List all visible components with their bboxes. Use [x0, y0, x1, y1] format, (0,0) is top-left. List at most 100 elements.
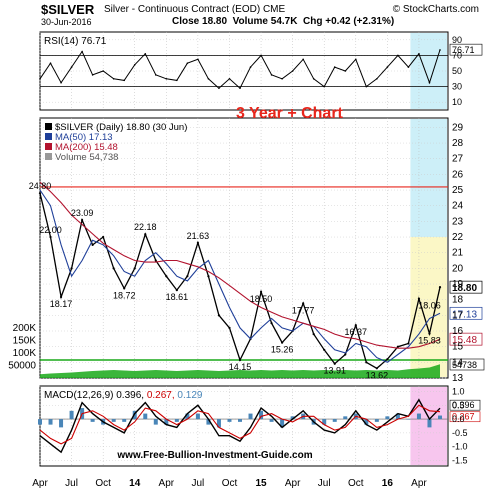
legend-entry: Volume 54,738	[55, 152, 118, 163]
volume-y-tick: 100K	[13, 348, 37, 359]
price-y-tick: 26	[452, 169, 464, 180]
volume-last-label: 54738	[452, 360, 477, 370]
rsi-y-tick: 50	[452, 66, 462, 76]
symbol: $SILVER	[41, 2, 95, 17]
macd-histogram-bar	[174, 419, 179, 422]
macd-histogram-bar	[290, 416, 295, 420]
price-point	[333, 362, 336, 365]
rsi-y-tick: 10	[452, 97, 462, 107]
macd-legend-part: MACD(12,26,9)	[44, 390, 113, 401]
macd-histogram-bar	[280, 419, 285, 428]
price-point	[217, 314, 221, 317]
rsi-point	[81, 50, 83, 53]
macd-histogram-bar	[238, 419, 242, 422]
price-y-tick: 19	[452, 279, 464, 290]
macd-y-tick: -1.5	[452, 455, 468, 465]
rsi-point	[60, 81, 62, 84]
macd-histogram-bar	[406, 419, 411, 420]
price-y-tick: 16	[452, 326, 464, 337]
rsi-last-value: 76.71	[452, 45, 475, 55]
rsi-point	[428, 81, 431, 84]
price-y-tick: 25	[452, 185, 464, 196]
rsi-point	[439, 49, 441, 51]
macd-histogram-bar	[216, 419, 221, 428]
x-tick-label: Apr	[285, 478, 301, 489]
macd-histogram-bar	[332, 419, 337, 422]
macd-histogram-bar	[38, 419, 42, 425]
price-point	[354, 324, 357, 327]
price-annotation: 16.37	[345, 327, 368, 337]
price-last-label: 17.13	[452, 309, 477, 320]
price-y-tick: 22	[452, 232, 464, 243]
price-annotation: 18.06	[418, 301, 441, 311]
chart-header: $SILVER Silver - Continuous Contract (EO…	[0, 0, 485, 28]
legend-swatch	[45, 143, 52, 150]
rsi-point	[365, 85, 368, 88]
price-point	[312, 333, 315, 336]
price-point	[428, 332, 431, 335]
price-last-label: 15.48	[452, 335, 477, 346]
price-point	[281, 341, 284, 344]
price-annotation: 18.50	[250, 294, 273, 304]
x-tick-label: Apr	[32, 478, 48, 489]
chg-value: +0.42 (+2.31%)	[325, 16, 395, 27]
rsi-point	[376, 78, 378, 80]
rsi-point	[312, 78, 315, 80]
rsi-point	[218, 87, 220, 89]
volume-area	[40, 364, 440, 378]
exchange: CME	[262, 4, 286, 15]
macd-signal-line	[39, 404, 441, 445]
macd-histogram-bar	[111, 419, 116, 422]
macd-histogram-bar	[322, 419, 327, 425]
rsi-point	[333, 66, 336, 68]
macd-last-label: 0.396	[452, 400, 475, 410]
macd-y-tick: -0.5	[452, 428, 468, 438]
price-annotation: 17.77	[292, 305, 315, 315]
rsi-y-tick: 30	[452, 82, 462, 92]
macd-legend-part: 0.129	[175, 390, 203, 401]
price-point	[438, 286, 442, 289]
price-annotation: 23.09	[71, 208, 94, 218]
rsi-panel: 76.71	[39, 43, 483, 90]
macd-y-tick: 1.0	[452, 387, 465, 397]
x-tick-label: Apr	[411, 478, 427, 489]
price-annotation: 18.72	[113, 290, 136, 300]
price-point	[144, 233, 147, 236]
macd-histogram-bar	[122, 419, 127, 422]
price-last-box	[449, 332, 483, 346]
price-highlight-band-top	[410, 119, 447, 237]
rsi-last-box	[449, 43, 483, 56]
price-annotation: 18.61	[166, 292, 189, 302]
price-point	[175, 289, 178, 292]
rsi-point	[397, 54, 399, 57]
rsi-point	[418, 53, 420, 55]
rsi-legend: RSI(14) 76.71	[44, 36, 107, 47]
volume-y-tick: 50000	[8, 361, 36, 372]
macd-histogram-bar	[248, 413, 253, 420]
price-point	[365, 361, 368, 364]
price-last-box	[449, 280, 483, 294]
rsi-point	[165, 78, 168, 80]
macd-y-tick: 0.5	[452, 400, 465, 410]
price-y-tick: 29	[452, 122, 464, 133]
rsi-y-tick: 70	[452, 50, 462, 60]
price-point	[302, 302, 305, 305]
volume-last-box	[449, 358, 485, 371]
macd-legend: MACD(12,26,9) 0.396, 0.267, 0.129	[44, 390, 203, 401]
price-point	[165, 275, 168, 278]
rsi-point	[197, 58, 199, 61]
rsi-point	[102, 70, 104, 72]
price-last-label: 18.80	[452, 283, 477, 294]
price-annotation: 13.91	[323, 366, 346, 376]
price-point	[375, 367, 378, 370]
macd-histogram-bar	[227, 419, 232, 422]
rsi-point	[144, 53, 147, 55]
price-panel: 24.80 22.00 18.17 23.09 18.72 22.18 18.61 21.63…	[29, 181, 485, 380]
price-annotation: 21.63	[187, 231, 210, 241]
macd-y-tick: -1.0	[452, 442, 468, 452]
rsi-point	[239, 87, 241, 89]
price-annotation: 15.83	[418, 336, 441, 346]
macd-histogram-bar	[59, 419, 64, 428]
macd-histogram-bar	[374, 419, 379, 422]
price-y-tick: 28	[452, 138, 464, 149]
